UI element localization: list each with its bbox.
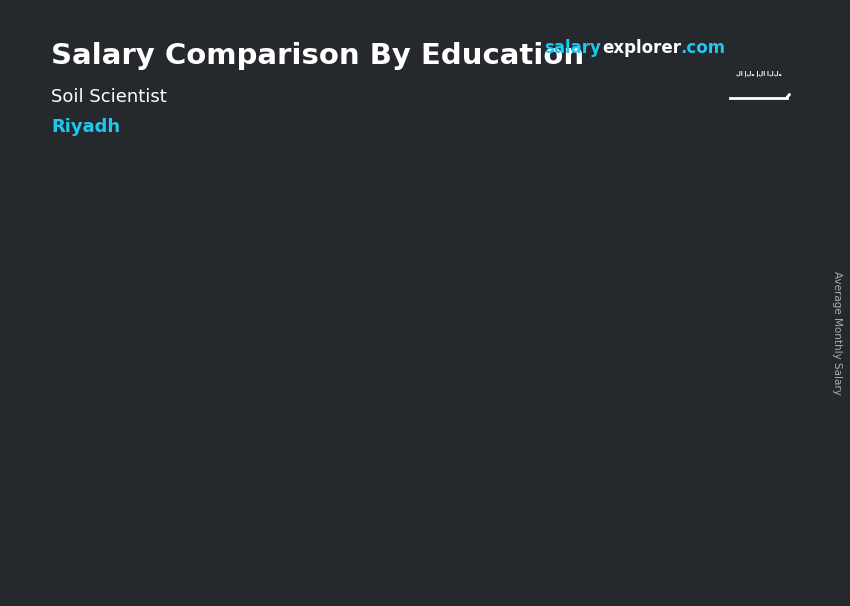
Text: Salary Comparison By Education: Salary Comparison By Education: [51, 42, 584, 70]
Text: explorer: explorer: [602, 39, 681, 58]
Text: .com: .com: [680, 39, 725, 58]
Polygon shape: [194, 358, 207, 521]
Text: 23,300 SAR: 23,300 SAR: [339, 314, 438, 329]
Text: +38%: +38%: [212, 241, 288, 264]
Text: salary: salary: [544, 39, 601, 58]
Polygon shape: [344, 306, 437, 521]
Polygon shape: [679, 231, 692, 521]
Text: لا إله إلا الله: لا إله إلا الله: [736, 70, 781, 76]
Polygon shape: [586, 239, 679, 521]
Text: Soil Scientist: Soil Scientist: [51, 88, 167, 106]
Polygon shape: [102, 358, 207, 365]
Polygon shape: [437, 299, 450, 521]
Polygon shape: [586, 231, 692, 239]
Text: +31%: +31%: [485, 168, 562, 193]
Polygon shape: [344, 299, 450, 306]
Text: Riyadh: Riyadh: [51, 118, 120, 136]
Text: 30,600 SAR: 30,600 SAR: [702, 247, 801, 262]
Polygon shape: [102, 365, 194, 521]
Text: Average Monthly Salary: Average Monthly Salary: [832, 271, 842, 395]
Text: 16,900 SAR: 16,900 SAR: [0, 373, 97, 388]
